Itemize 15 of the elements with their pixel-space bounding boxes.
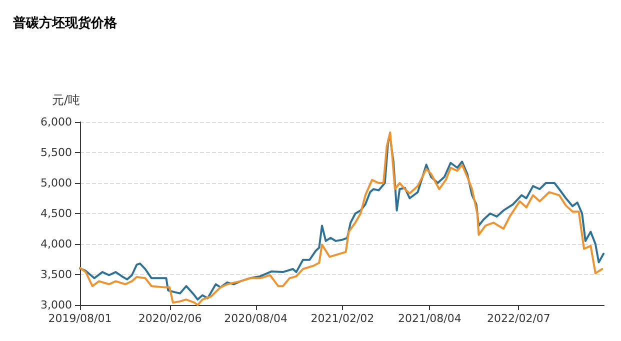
- x-tick-label: 2021/02/02: [310, 312, 374, 325]
- y-tick-label: 3,000: [40, 298, 72, 312]
- x-tick-label: 2019/08/01: [48, 312, 112, 325]
- y-tick-label: 4,000: [40, 238, 72, 250]
- chart-title: 普碳方坯现货价格: [12, 15, 118, 31]
- y-tick-label: 5,000: [40, 176, 72, 190]
- y-tick-label: 5,500: [40, 146, 72, 159]
- y-tick-label: 4,500: [40, 207, 72, 220]
- y-tick-label: 3,500: [40, 268, 72, 281]
- x-tick-label: 2020/02/06: [138, 312, 202, 325]
- y-tick-label: 6,000: [40, 116, 72, 128]
- y-axis-title: 元/吨: [52, 93, 80, 107]
- x-tick-label: 2020/08/04: [224, 312, 288, 325]
- x-tick-label: 2022/02/07: [487, 312, 550, 325]
- x-tick-label: 2021/08/04: [398, 312, 462, 325]
